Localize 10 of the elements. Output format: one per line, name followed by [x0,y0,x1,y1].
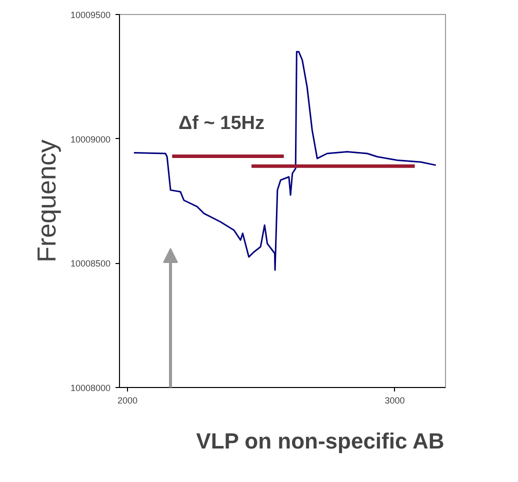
text: VLP on non-specific AB [196,428,444,454]
x-tick-label: 3000 [384,396,405,406]
y-axis-title: Frequency [31,140,62,262]
y-tick-label: 10009000 [70,134,111,144]
line-series [133,51,437,271]
annotation: Δf ~ 15Hz [178,113,265,134]
y-tick-label: 10008000 [70,383,111,393]
y-tick-label: 10009500 [70,10,111,20]
y-tick-label: 10008500 [70,258,111,269]
x-tick-label: 2000 [118,396,138,406]
